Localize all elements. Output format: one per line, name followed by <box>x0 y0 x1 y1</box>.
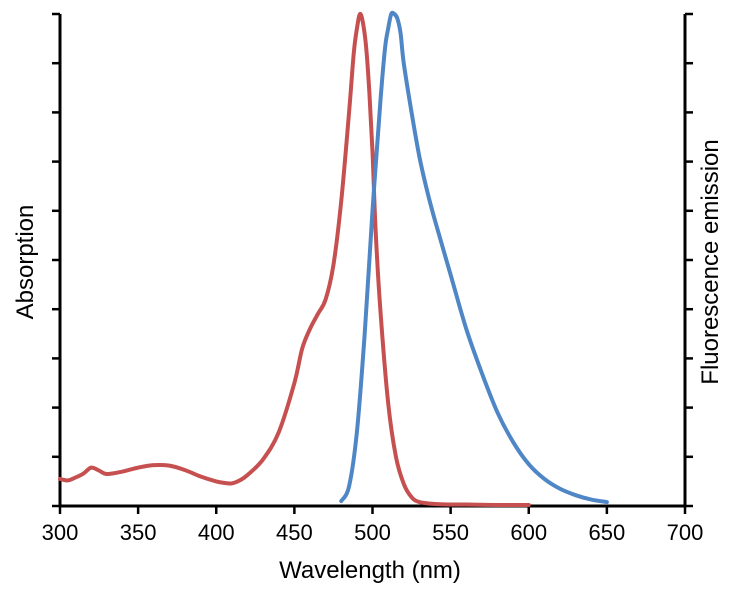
y-axis-right-title: Fluorescence emission <box>697 139 724 384</box>
x-tick-label: 450 <box>276 520 313 545</box>
x-tick-label: 650 <box>589 520 626 545</box>
ticks-group: 300 350 400 450 500 550 600 650 700 <box>42 12 704 545</box>
x-tick-label: 400 <box>198 520 235 545</box>
x-tick-label: 700 <box>667 520 704 545</box>
emission-series-line <box>339 10 609 505</box>
series-group <box>58 10 609 508</box>
x-tick-label: 550 <box>432 520 469 545</box>
absorption-series-line <box>58 11 531 508</box>
labels-group: Wavelength (nm) Absorption Fluorescence … <box>12 139 724 584</box>
x-tick-label: 600 <box>510 520 547 545</box>
axes-group <box>58 14 687 508</box>
x-tick-label: 300 <box>42 520 79 545</box>
x-tick-label: 350 <box>120 520 157 545</box>
x-axis-title: Wavelength (nm) <box>279 557 461 584</box>
y-axis-left-title: Absorption <box>12 205 39 320</box>
x-tick-label: 500 <box>354 520 391 545</box>
